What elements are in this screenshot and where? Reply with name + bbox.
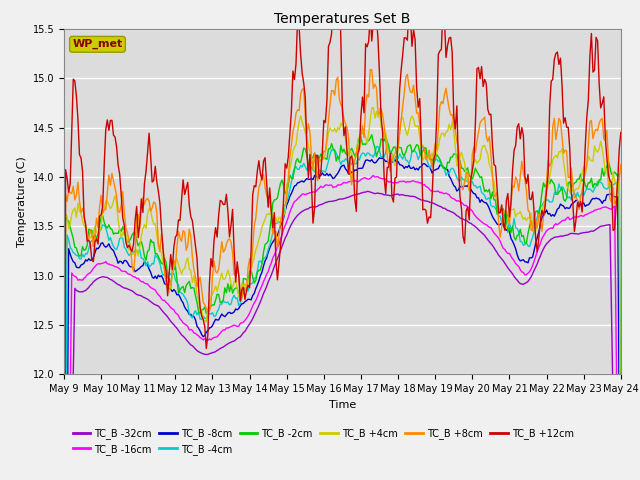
TC_B -8cm (410, 164, 417, 170)
TC_B +4cm (550, 154, 558, 160)
Y-axis label: Temperature (C): Temperature (C) (17, 156, 27, 247)
TC_B -16cm (397, 179, 405, 184)
TC_B -16cm (410, 178, 417, 184)
TC_B -4cm (377, 155, 385, 160)
Line: TC_B +8cm: TC_B +8cm (64, 70, 621, 480)
TC_B +12cm (550, 57, 558, 62)
Line: TC_B -16cm: TC_B -16cm (64, 176, 621, 480)
TC_B +12cm (76, 152, 83, 157)
TC_B +8cm (164, 286, 172, 291)
TC_B +8cm (617, 162, 625, 168)
Line: TC_B -8cm: TC_B -8cm (64, 158, 621, 480)
TC_B +4cm (379, 125, 387, 131)
TC_B -2cm (550, 181, 558, 187)
TC_B +4cm (76, 208, 83, 214)
TC_B -4cm (397, 154, 405, 159)
TC_B +12cm (617, 130, 625, 135)
TC_B -16cm (550, 222, 558, 228)
TC_B -4cm (383, 141, 391, 147)
Title: Temperatures Set B: Temperatures Set B (274, 12, 411, 26)
TC_B -32cm (410, 193, 417, 199)
TC_B -32cm (379, 191, 387, 197)
TC_B +12cm (397, 67, 405, 72)
TC_B -16cm (164, 301, 172, 307)
TC_B -2cm (379, 136, 387, 142)
TC_B -8cm (550, 213, 558, 219)
Line: TC_B -4cm: TC_B -4cm (64, 144, 621, 480)
TC_B +8cm (366, 67, 374, 72)
X-axis label: Time: Time (329, 400, 356, 409)
Line: TC_B +12cm: TC_B +12cm (64, 0, 621, 480)
Text: WP_met: WP_met (72, 39, 123, 49)
TC_B -32cm (397, 192, 405, 198)
TC_B +12cm (164, 293, 172, 299)
Line: TC_B -32cm: TC_B -32cm (64, 192, 621, 480)
TC_B +4cm (369, 105, 377, 110)
TC_B +8cm (410, 82, 417, 88)
TC_B -8cm (76, 265, 83, 271)
TC_B +4cm (410, 116, 417, 122)
TC_B -2cm (410, 148, 417, 154)
Line: TC_B +4cm: TC_B +4cm (64, 108, 621, 480)
TC_B -2cm (397, 145, 405, 151)
TC_B +12cm (410, 27, 417, 33)
TC_B -2cm (76, 253, 83, 259)
TC_B -32cm (364, 189, 371, 194)
TC_B -16cm (379, 176, 387, 182)
TC_B -32cm (76, 289, 83, 295)
TC_B -16cm (369, 173, 377, 179)
TC_B +4cm (164, 286, 172, 292)
TC_B -2cm (368, 132, 376, 138)
TC_B +8cm (76, 198, 83, 204)
TC_B -32cm (164, 314, 172, 320)
TC_B -8cm (376, 155, 383, 161)
TC_B -4cm (164, 275, 172, 281)
TC_B -4cm (410, 148, 417, 154)
TC_B -8cm (164, 283, 172, 289)
TC_B -2cm (164, 273, 172, 278)
TC_B -8cm (397, 162, 405, 168)
TC_B +4cm (397, 117, 405, 122)
TC_B +8cm (397, 117, 405, 122)
Line: TC_B -2cm: TC_B -2cm (64, 135, 621, 480)
TC_B -4cm (550, 191, 558, 196)
TC_B +12cm (379, 130, 387, 136)
TC_B -32cm (550, 234, 558, 240)
TC_B +8cm (550, 116, 558, 121)
TC_B -8cm (379, 155, 387, 161)
TC_B -4cm (76, 256, 83, 262)
Legend: TC_B -32cm, TC_B -16cm, TC_B -8cm, TC_B -4cm, TC_B -2cm, TC_B +4cm, TC_B +8cm, T: TC_B -32cm, TC_B -16cm, TC_B -8cm, TC_B … (69, 424, 577, 459)
TC_B -16cm (76, 277, 83, 283)
TC_B +8cm (379, 112, 387, 118)
